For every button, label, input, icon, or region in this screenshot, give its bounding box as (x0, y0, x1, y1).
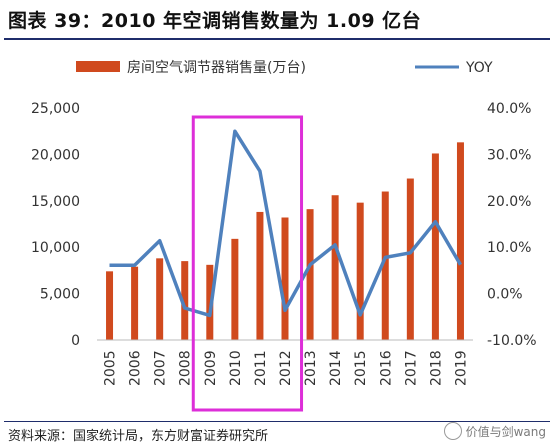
yoy-line (109, 129, 463, 318)
bar-2018 (431, 153, 439, 340)
bar-2006 (131, 266, 139, 340)
bar-2017 (406, 178, 414, 340)
x-tick-label: 2006 (128, 350, 144, 386)
x-tick-label: 2012 (278, 350, 294, 386)
x-axis-labels: 2005 2006 2007 2008 2009 2010 2011 2012 2013 2014… (103, 350, 470, 386)
bar-2012 (281, 217, 289, 340)
legend: 房间空气调节器销售量(万台) YOY (76, 60, 493, 76)
bar-series (106, 142, 464, 340)
x-tick-label: 2015 (353, 350, 369, 386)
bar-2019 (456, 142, 464, 340)
left-tick-label: 15,000 (31, 194, 80, 210)
x-tick-label: 2011 (253, 350, 269, 386)
legend-line-label: YOY (465, 60, 493, 76)
wechat-logo-icon (443, 422, 462, 440)
bar-2007 (156, 258, 164, 340)
bar-2014 (331, 195, 339, 340)
x-tick-label: 2010 (228, 350, 244, 386)
bar-2009 (206, 264, 214, 340)
legend-bar-label: 房间空气调节器销售量(万台) (127, 60, 306, 76)
title-divider (4, 38, 550, 40)
x-tick-label: 2018 (428, 350, 444, 386)
x-tick-label: 2008 (178, 350, 194, 386)
left-tick-label: 20,000 (31, 147, 80, 163)
right-tick-label: 0.0% (487, 287, 523, 303)
right-axis-ticks: -10.0% 0.0% 10.0% 20.0% 30.0% 40.0% (487, 101, 537, 349)
bar-2008 (181, 261, 189, 340)
x-tick-label: 2017 (403, 350, 419, 386)
bar-2015 (356, 202, 364, 340)
watermark-text: 价值与剑wang (465, 424, 546, 439)
bar-2005 (106, 271, 114, 340)
right-tick-label: 10.0% (487, 240, 531, 256)
x-tick-label: 2009 (203, 350, 219, 386)
source-divider (4, 421, 550, 422)
watermark: 价值与剑wang (443, 422, 546, 440)
left-axis-ticks: 0 5,000 10,000 15,000 20,000 25,000 (31, 101, 80, 349)
right-tick-label: -10.0% (487, 333, 537, 349)
bar-2016 (381, 191, 389, 340)
x-tick-label: 2013 (303, 350, 319, 386)
left-tick-label: 10,000 (31, 240, 80, 256)
left-tick-label: 25,000 (31, 101, 80, 117)
legend-bar-swatch (76, 61, 120, 72)
x-tick-label: 2005 (103, 350, 119, 386)
x-tick-label: 2007 (153, 350, 169, 386)
x-tick-label: 2014 (328, 350, 344, 386)
bar-2013 (306, 209, 314, 340)
bar-2011 (256, 211, 264, 340)
right-tick-label: 20.0% (487, 194, 531, 210)
x-tick-label: 2016 (378, 350, 394, 386)
source-note: 资料来源：国家统计局，东方财富证券研究所 (8, 429, 269, 444)
page-title: 图表 39：2010 年空调销售数量为 1.09 亿台 (8, 10, 422, 32)
right-tick-label: 30.0% (487, 147, 531, 163)
x-tick-label: 2019 (453, 350, 469, 386)
left-tick-label: 5,000 (40, 287, 80, 303)
right-tick-label: 40.0% (487, 101, 531, 117)
highlight-box (191, 115, 304, 412)
bar-2010 (231, 238, 239, 340)
left-tick-label: 0 (71, 333, 80, 349)
